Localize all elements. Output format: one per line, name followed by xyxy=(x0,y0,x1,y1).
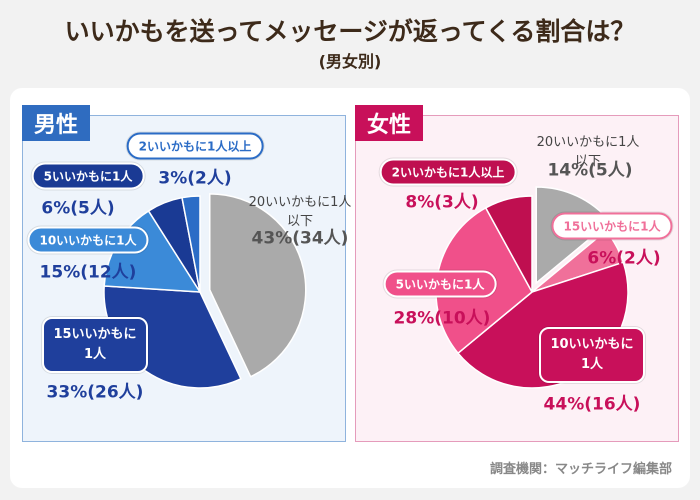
panel-title: 男性 xyxy=(22,105,91,141)
category-label: 20いいかもに1人以下 xyxy=(536,135,640,169)
value-label: 43%(34人) xyxy=(251,228,349,249)
pie-slice xyxy=(181,195,201,293)
category-label: 15いいかもに1人 xyxy=(42,317,148,373)
pie-slice xyxy=(209,193,307,378)
source: 調査機関：マッチライフ編集部 xyxy=(489,462,672,477)
category-label: 10いいかもに1人 xyxy=(539,327,645,383)
value-label: 6%(5人) xyxy=(41,198,115,219)
value-label: 3%(2人) xyxy=(158,168,232,189)
category-label: 5いいかもに1人 xyxy=(383,270,497,298)
category-label: 5いいかもに1人 xyxy=(31,162,145,190)
panel-title: 女性 xyxy=(355,105,424,141)
title: いいかもを送ってメッセージが返ってくる割合は？ xyxy=(64,17,636,46)
value-label: 14%(5人) xyxy=(547,160,633,181)
subtitle: (男女別) xyxy=(318,52,382,71)
value-label: 6%(2人) xyxy=(587,248,661,269)
category-label: 2いいかもに1人以上 xyxy=(379,158,517,186)
category-label: 15いいかもに1人 xyxy=(551,212,673,240)
pie-slice xyxy=(484,195,533,293)
category-label: 10いいかもに1人 xyxy=(27,226,149,254)
value-label: 28%(10人) xyxy=(393,308,491,329)
category-label: 20いいかもに1人以下 xyxy=(248,195,352,229)
value-label: 15%(12人) xyxy=(39,262,137,283)
value-label: 44%(16人) xyxy=(543,394,641,415)
value-label: 33%(26人) xyxy=(46,382,144,403)
value-label: 8%(3人) xyxy=(405,192,479,213)
category-label: 2いいかもに1人以上 xyxy=(126,132,264,160)
